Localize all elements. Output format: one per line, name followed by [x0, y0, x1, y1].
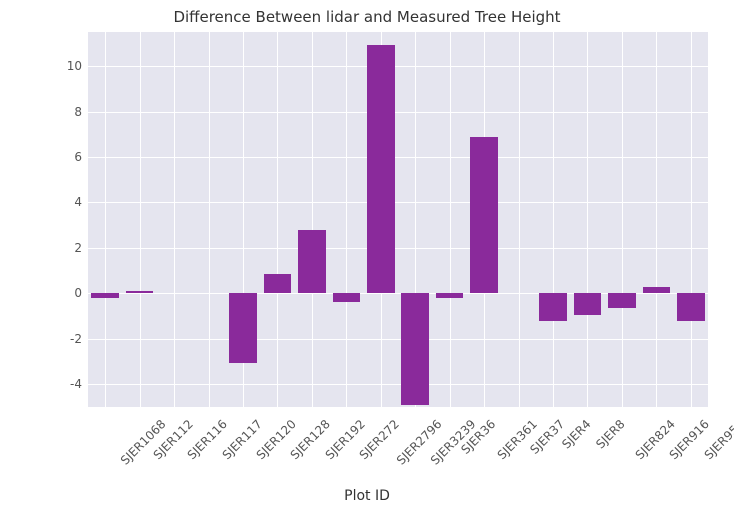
y-tick-label: 10 — [10, 59, 82, 73]
gridline-horizontal — [88, 384, 708, 385]
gridline-vertical — [174, 32, 175, 407]
bar — [436, 293, 464, 298]
gridline-horizontal — [88, 112, 708, 113]
bar — [401, 293, 429, 404]
y-tick-label: 0 — [10, 286, 82, 300]
bar — [333, 293, 361, 302]
bar — [229, 293, 257, 362]
gridline-vertical — [656, 32, 657, 407]
bar — [643, 287, 671, 294]
gridline-horizontal — [88, 202, 708, 203]
x-axis-label: Plot ID — [0, 488, 734, 504]
y-tick-label: 4 — [10, 195, 82, 209]
chart-container: Difference Between lidar and Measured Tr… — [0, 0, 734, 512]
bar — [470, 137, 498, 294]
bar — [298, 230, 326, 294]
gridline-vertical — [587, 32, 588, 407]
gridline-horizontal — [88, 248, 708, 249]
y-tick-label: 8 — [10, 105, 82, 119]
x-tick-label: SJER4 — [559, 417, 593, 451]
gridline-vertical — [312, 32, 313, 407]
bar — [264, 274, 292, 293]
gridline-vertical — [450, 32, 451, 407]
y-tick-label: 2 — [10, 241, 82, 255]
gridline-vertical — [691, 32, 692, 407]
y-tick-label: -4 — [10, 377, 82, 391]
y-tick-label: -2 — [10, 332, 82, 346]
gridline-vertical — [277, 32, 278, 407]
bar — [91, 293, 119, 298]
gridline-vertical — [346, 32, 347, 407]
gridline-vertical — [553, 32, 554, 407]
gridline-vertical — [105, 32, 106, 407]
y-tick-label: 6 — [10, 150, 82, 164]
gridline-vertical — [140, 32, 141, 407]
bar — [367, 45, 395, 294]
chart-title: Difference Between lidar and Measured Tr… — [0, 8, 734, 26]
gridline-vertical — [622, 32, 623, 407]
bar — [539, 293, 567, 320]
bar — [677, 293, 705, 320]
plot-area — [88, 32, 708, 407]
x-tick-label: SJER8 — [594, 417, 628, 451]
gridline-vertical — [519, 32, 520, 407]
bar — [126, 291, 154, 294]
gridline-horizontal — [88, 66, 708, 67]
gridline-vertical — [209, 32, 210, 407]
bar — [574, 293, 602, 315]
gridline-horizontal — [88, 339, 708, 340]
bar — [608, 293, 636, 308]
gridline-horizontal — [88, 157, 708, 158]
